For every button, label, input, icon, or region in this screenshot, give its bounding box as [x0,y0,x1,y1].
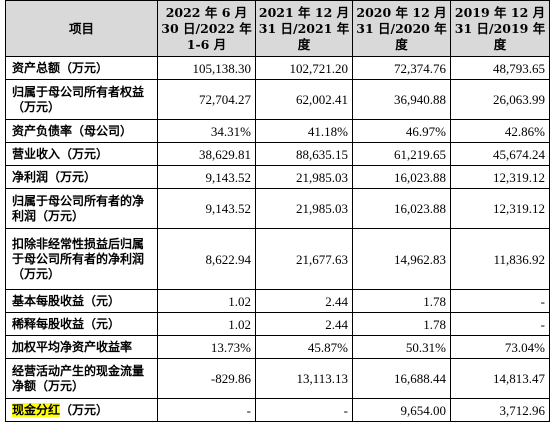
header-period-2019: 2019 年 12 月 31 日/2019 年 度 [450,0,550,57]
table-row: 资产总额（万元） 105,138.30 102,721.20 72,374.76… [5,56,550,80]
table-row: 基本每股收益（元） 1.02 2.44 1.78 - [5,289,550,313]
row-label: 资产总额（万元） [5,56,158,80]
cell-value: 36,940.88 [352,79,451,120]
row-label: 归属于母公司所有者的净利润（万元） [5,188,158,229]
header-line: 2019 年 12 月 [454,4,546,20]
table-row: 经营活动产生的现金流量净额（万元） -829.86 13,113.13 16,6… [5,358,550,399]
row-label-unit: （万元） [60,402,109,417]
cell-value: 45.87% [255,335,353,359]
cell-value: 26,063.99 [450,79,550,120]
header-line: 2020 年 12 月 [356,4,447,20]
header-line: 度 [297,36,311,52]
cell-value: 62,002.41 [255,79,353,120]
cell-value: 88,635.15 [255,142,353,166]
table-row: 净利润（万元） 9,143.52 21,985.03 16,023.88 12,… [5,165,550,189]
row-label: 资产负债率（母公司） [5,119,158,143]
header-line: 31 日/2020 年 [356,20,447,36]
cell-value: 102,721.20 [255,56,353,80]
cell-value: 1.02 [157,289,256,313]
cell-value: 16,023.88 [352,188,451,229]
cell-value: 11,836.92 [450,228,550,290]
header-line: 30 日/2022 年 [161,20,252,36]
cell-value: 1.78 [352,312,451,336]
cell-value: 8,622.94 [157,228,256,290]
cell-value: 3,712.96 [450,398,550,422]
row-label: 经营活动产生的现金流量净额（万元） [5,358,158,399]
header-period-2022h1: 2022 年 6 月 30 日/2022 年 1-6 月 [157,0,256,57]
cell-value: 12,319.12 [450,165,550,189]
table-header: 项目 2022 年 6 月 30 日/2022 年 1-6 月 2021 年 1… [5,0,550,57]
row-label: 营业收入（万元） [5,142,158,166]
cell-value: 14,813.47 [450,358,550,399]
header-line: 度 [395,36,408,52]
cell-value: 2.44 [255,289,353,313]
cell-value: 16,688.44 [352,358,451,399]
cell-value: 105,138.30 [157,56,256,80]
cell-value: 2.44 [255,312,353,336]
cell-value: 21,985.03 [255,188,353,229]
table-body: 资产总额（万元） 105,138.30 102,721.20 72,374.76… [5,56,550,422]
table-row: 稀释每股收益（元） 1.02 2.44 1.78 - [5,312,550,336]
table-row: 营业收入（万元） 38,629.81 88,635.15 61,219.65 4… [5,142,550,166]
cell-value: 61,219.65 [352,142,451,166]
cell-value: - [157,398,256,422]
cell-value: 48,793.65 [450,56,550,80]
row-label: 扣除非经常性损益后归属于母公司所有者的净利润（万元） [5,228,158,290]
cell-value: 34.31% [157,119,256,143]
cell-value: 45,674.24 [450,142,550,166]
header-line: 1-6 月 [186,36,227,52]
header-line: 31 日/2019 年 [454,20,546,36]
header-row: 项目 2022 年 6 月 30 日/2022 年 1-6 月 2021 年 1… [5,0,550,57]
cell-value: 9,654.00 [352,398,451,422]
header-line: 2022 年 6 月 [165,4,248,20]
row-label-cash-dividend: 现金分红（万元） [5,398,158,422]
cell-value: 41.18% [255,119,353,143]
cell-value: 38,629.81 [157,142,256,166]
cell-value: 73.04% [450,335,550,359]
cell-value: 9,143.52 [157,188,256,229]
cell-value: 21,677.63 [255,228,353,290]
row-label: 归属于母公司所有者权益（万元） [5,79,158,120]
header-line: 2021 年 12 月 [258,4,350,20]
cell-value: 16,023.88 [352,165,451,189]
header-period-2020: 2020 年 12 月 31 日/2020 年 度 [352,0,451,57]
table-row: 资产负债率（母公司） 34.31% 41.18% 46.97% 42.86% [5,119,550,143]
table-row: 归属于母公司所有者的净利润（万元） 9,143.52 21,985.03 16,… [5,188,550,229]
header-item: 项目 [5,0,158,57]
cell-value: 72,704.27 [157,79,256,120]
financial-summary-table: 项目 2022 年 6 月 30 日/2022 年 1-6 月 2021 年 1… [5,0,550,422]
cell-value: 9,143.52 [157,165,256,189]
row-label: 基本每股收益（元） [5,289,158,313]
cell-value: 1.78 [352,289,451,313]
header-line: 项目 [68,20,94,36]
cell-value: - [450,289,550,313]
row-label: 加权平均净资产收益率 [5,335,158,359]
cell-value: 21,985.03 [255,165,353,189]
cell-value: - [255,398,353,422]
cell-value: 72,374.76 [352,56,451,80]
table-row: 扣除非经常性损益后归属于母公司所有者的净利润（万元） 8,622.94 21,6… [5,228,550,290]
cell-value: 46.97% [352,119,451,143]
table-row: 加权平均净资产收益率 13.73% 45.87% 50.31% 73.04% [5,335,550,359]
cell-value: -829.86 [157,358,256,399]
table-row: 现金分红（万元） - - 9,654.00 3,712.96 [5,398,550,422]
cell-value: 13,113.13 [255,358,353,399]
row-label: 净利润（万元） [5,165,158,189]
cell-value: 42.86% [450,119,550,143]
table-row: 归属于母公司所有者权益（万元） 72,704.27 62,002.41 36,9… [5,79,550,120]
cell-value: 14,962.83 [352,228,451,290]
header-line: 度 [493,36,507,52]
header-line: 31 日/2021 年 [258,20,350,36]
cell-value: 13.73% [157,335,256,359]
header-period-2021: 2021 年 12 月 31 日/2021 年 度 [255,0,353,57]
cell-value: 12,319.12 [450,188,550,229]
cell-value: 50.31% [352,335,451,359]
row-label: 稀释每股收益（元） [5,312,158,336]
highlighted-term: 现金分红 [12,402,61,417]
cell-value: 1.02 [157,312,256,336]
cell-value: - [450,312,550,336]
